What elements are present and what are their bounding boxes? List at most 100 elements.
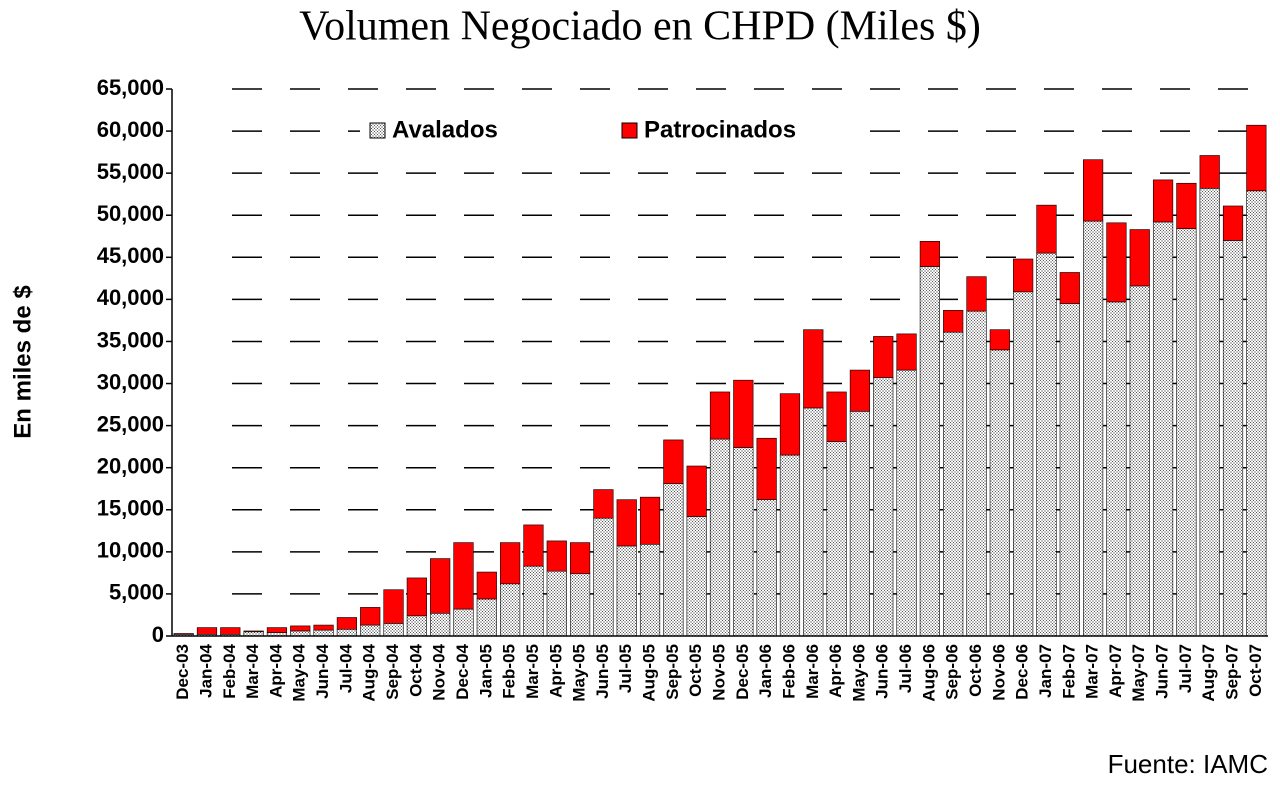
bar-segment [1106,301,1127,637]
y-axis-label: En miles de $ [9,285,36,439]
legend-swatch [621,122,638,139]
y-tick-label: 65,000 [97,75,164,100]
bar-segment [849,369,871,412]
bar-segment [1246,124,1267,192]
bar-segment [243,630,264,633]
bar-segment [873,336,894,378]
bar-segment [173,633,194,635]
y-tick-label: 45,000 [97,243,164,268]
y-tick-label: 50,000 [97,201,164,226]
y-tick-label: 5,000 [109,580,164,605]
bar-segment [779,454,801,637]
bar-segment [663,483,684,637]
bar-segment [1106,222,1127,303]
y-tick-label: 20,000 [97,454,164,479]
bar-segment [430,612,451,637]
source: Fuente: IAMC [1108,749,1268,779]
bar-segment [1222,240,1244,637]
bar-segment [593,489,614,519]
y-tick-label: 40,000 [97,285,164,310]
x-tick-label: Jul-07 [1176,644,1195,693]
bar-segment [943,331,964,637]
bar-segment [313,629,334,637]
bar-segment [826,441,847,637]
x-tick-label: May-06 [849,644,868,702]
bar-segment [476,571,497,600]
x-tick-label: Feb-05 [500,644,519,699]
x-tick-label: Oct-05 [686,644,705,697]
bar-segment [360,624,381,637]
x-tick-label: Apr-05 [546,644,565,698]
bar-segment [593,517,614,637]
x-tick-label: Sep-07 [1223,644,1242,700]
y-tick-label: 15,000 [97,496,164,521]
x-tick-label: Apr-07 [1106,644,1125,698]
bar-segment [709,391,731,440]
x-tick-label: May-04 [290,643,309,701]
bar-segment [523,565,544,637]
bar-segment [919,266,940,637]
x-tick-label: Jun-05 [593,644,612,699]
bar-segment [546,540,567,572]
bar-segment [569,542,591,575]
bar-segment [966,276,987,312]
x-tick-label: Aug-07 [1199,644,1218,702]
bar-segment [336,628,357,637]
bar-segment [989,329,1010,351]
x-tick-label: Sep-06 [943,644,962,700]
bar-segment [1129,229,1150,287]
bar-segment [663,439,684,484]
y-tick-label: 35,000 [97,327,164,352]
x-tick-label: Dec-05 [733,644,752,700]
bar-segment [1199,188,1220,637]
x-tick-label: Feb-06 [779,644,798,699]
bar-segment [943,310,964,333]
bar-segment [1152,221,1174,637]
bar-segment [849,411,871,637]
x-tick-label: Jun-07 [1153,644,1172,699]
bar-segment [989,349,1010,637]
x-tick-label: Oct-06 [966,644,985,697]
x-tick-label: Jun-04 [313,643,332,698]
bar-segment [709,438,731,637]
bar-segment [523,524,544,567]
x-tick-label: Jul-04 [336,643,355,693]
x-tick-label: Jan-05 [476,644,495,698]
bar-segment [500,542,521,585]
bar-segment [639,543,661,637]
y-tick-label: 55,000 [97,159,164,184]
legend-bg [360,112,850,148]
x-tick-label: Oct-04 [406,643,425,696]
legend-label: Avalados [392,116,498,143]
bar-segment [826,391,847,442]
bar-segment [1083,159,1104,222]
bar-segment [1013,258,1034,293]
x-tick-label: Aug-04 [360,643,379,701]
bar-segment [803,407,824,637]
x-tick-label: Nov-04 [430,643,449,700]
x-tick-label: Nov-06 [989,644,1008,701]
bar-segment [406,577,427,617]
x-tick-label: May-07 [1129,644,1148,702]
x-tick-label: Jul-05 [616,644,635,693]
x-tick-label: Jan-06 [756,644,775,698]
bar-segment [290,630,311,637]
x-tick-label: Jan-04 [196,643,215,697]
x-tick-label: Jun-06 [873,644,892,699]
x-tick-label: Jul-06 [896,644,915,693]
y-tick-label: 0 [152,622,164,647]
x-tick-label: Mar-05 [523,644,542,699]
x-tick-label: Dec-06 [1013,644,1032,700]
x-tick-label: Mar-04 [243,643,262,698]
bar-segment [1199,155,1220,189]
bar-segment [1176,182,1197,229]
y-tick-label: 30,000 [97,369,164,394]
legend-swatch [369,122,386,139]
chart-title: Volumen Negociado en CHPD (Miles $) [299,4,981,50]
bar-segment [430,558,451,614]
bar-segment [569,573,591,637]
bar-segment [1129,285,1150,637]
bar-segment [266,627,288,633]
legend-label: Patrocinados [644,116,796,143]
